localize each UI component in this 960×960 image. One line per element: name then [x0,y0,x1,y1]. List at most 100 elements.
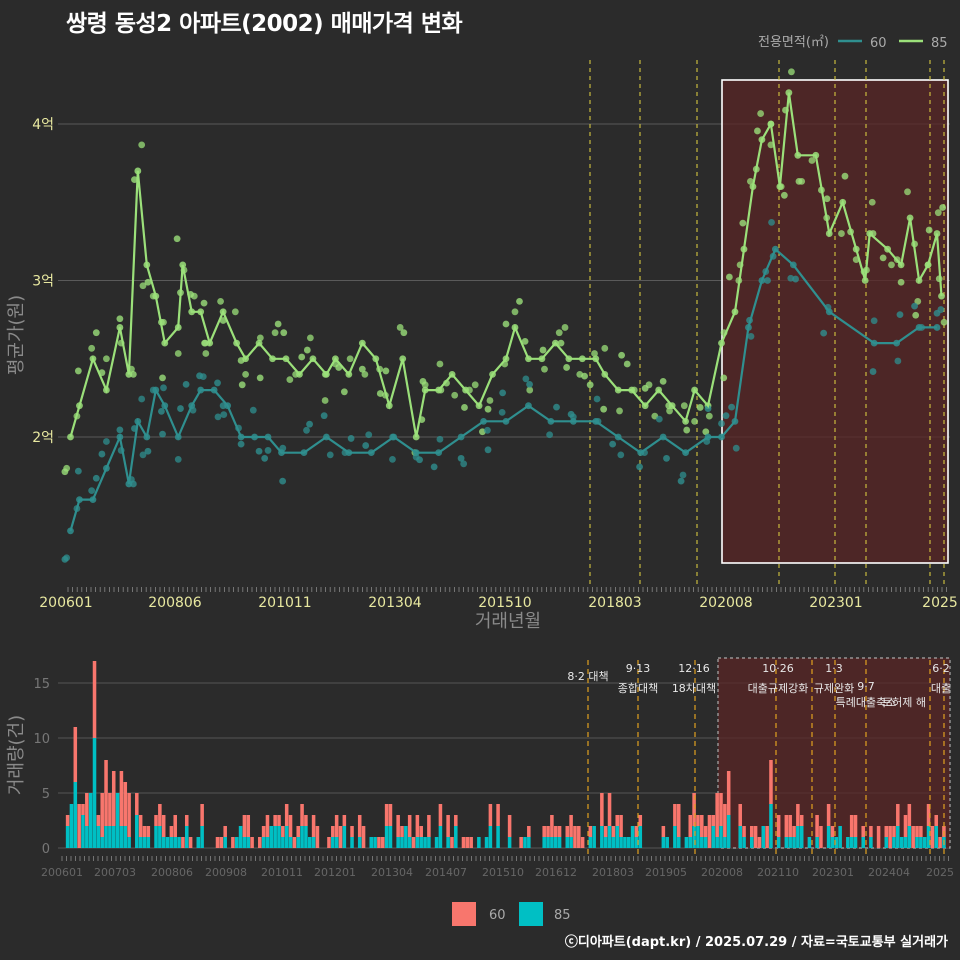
volume-bar-60 [273,815,277,826]
volume-x-tick-label: 201201 [314,866,356,879]
volume-bar-60 [100,793,104,837]
volume-bar-60 [869,826,873,837]
legend-title: 전용면적(㎡) [758,35,829,50]
data-point-85 [659,377,667,385]
volume-bar-85 [919,837,923,848]
x-tick-label: 201510 [478,595,531,611]
data-point-60 [237,440,245,448]
data-point-60 [63,554,71,562]
volume-bar-60 [465,837,470,848]
data-point-60 [636,463,643,471]
volume-bar-85 [550,837,554,848]
volume-bar-85 [311,837,316,848]
data-point-85 [838,230,845,237]
volume-bar-85 [277,826,281,848]
data-point-85 [555,329,563,337]
volume-bar-60 [265,815,270,837]
data-point-85 [563,364,571,371]
volume-bar-85 [507,837,512,848]
highlight-region [722,80,948,563]
volume-bar-85 [415,837,420,848]
volume-bar-60 [200,804,204,826]
data-point-85 [521,337,529,345]
volume-bar-85 [111,826,116,848]
volume-bar-85 [557,837,562,848]
data-point-60 [718,420,725,427]
volume-bar-85 [269,826,274,848]
data-point-60 [499,389,507,397]
volume-x-tick-label: 200806 [151,866,193,879]
volume-bar-60 [331,826,335,837]
volume-bar-60 [296,826,300,837]
volume-bar-60 [884,826,889,837]
data-point-60 [116,426,124,434]
volume-bar-85 [626,837,631,848]
volume-bar-60 [815,815,819,837]
policy-annotation-label: 규제완화 [814,682,854,695]
volume-bar-60 [753,826,758,848]
volume-bar-60 [888,826,892,848]
data-point-85 [376,390,384,397]
volume-bar-85 [138,837,143,848]
data-point-85 [780,191,788,199]
volume-bar-60 [742,826,746,837]
data-point-60 [159,430,166,438]
volume-bar-60 [830,826,835,837]
volume-bar-60 [96,815,101,826]
volume-bar-60 [250,837,254,848]
data-point-60 [303,426,310,434]
data-point-60 [617,451,625,459]
volume-bar-85 [926,826,931,848]
volume-bar-60 [749,826,754,837]
volume-bar-85 [96,826,101,848]
data-point-85 [666,407,673,415]
volume-bar-60 [703,826,708,837]
data-point-85 [286,376,294,384]
data-point-85 [274,320,282,328]
volume-bar-85 [619,837,623,848]
volume-bar-60 [454,815,458,826]
volume-bar-60 [507,815,512,837]
volume-bar-60 [338,826,343,848]
data-point-85 [808,157,816,164]
legend-bar-label-85: 85 [554,908,571,923]
y-tick-label: 4억 [32,117,54,133]
data-point-85 [754,127,761,135]
data-point-85 [242,371,249,378]
volume-bar-85 [703,837,708,848]
volume-bar-60 [158,804,162,826]
volume-bar-60 [603,826,608,837]
volume-bar-60 [903,815,908,837]
volume-bar-60 [73,727,78,782]
volume-bar-85 [357,837,362,848]
volume-bar-85 [454,826,458,848]
volume-bar-85 [146,837,151,848]
data-point-60 [279,444,287,452]
volume-y-tick-label: 15 [33,677,50,692]
footer-credit: ⓒ디아파트(dapt.kr) / 2025.07.29 / 자료=국토교통부 실… [564,935,948,950]
volume-bar-60 [707,815,712,848]
volume-bar-60 [557,826,562,837]
data-point-85 [280,329,288,337]
volume-bar-60 [569,815,573,837]
volume-bar-60 [792,826,796,837]
volume-bar-60 [738,804,742,826]
volume-x-tick-label: 200908 [205,866,247,879]
volume-bar-85 [903,837,908,848]
data-point-85 [680,402,688,410]
data-point-60 [546,431,554,439]
volume-bar-60 [638,815,643,826]
volume-bar-60 [853,815,858,837]
volume-bar-85 [615,826,619,848]
volume-bar-60 [911,826,915,848]
volume-bar-85 [384,826,389,848]
volume-bar-85 [92,738,97,848]
data-point-60 [214,413,222,421]
data-point-60 [436,435,444,443]
data-point-85 [702,428,710,436]
policy-annotation-date: 1·3 [825,662,843,675]
volume-bar-85 [115,793,120,848]
volume-bar-60 [123,782,128,826]
volume-bar-60 [284,804,289,826]
volume-x-tick-label: 202404 [868,866,910,879]
